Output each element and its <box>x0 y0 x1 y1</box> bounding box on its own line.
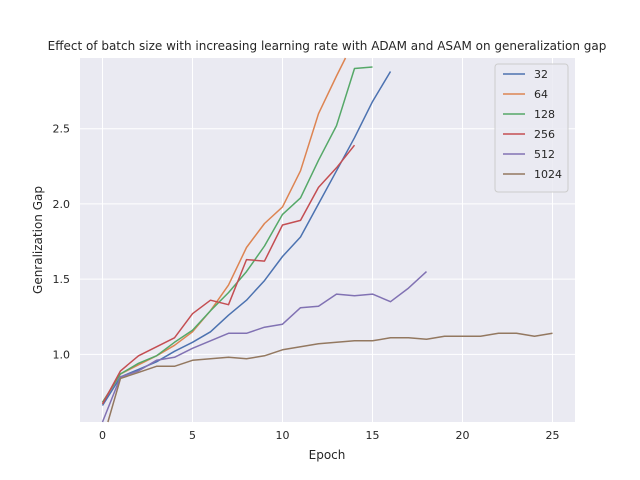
y-tick-label: 1.0 <box>53 348 71 361</box>
legend-label-256: 256 <box>534 128 555 141</box>
x-axis-label: Epoch <box>309 448 346 462</box>
legend-label-128: 128 <box>534 108 555 121</box>
y-axis-label: Genralization Gap <box>31 186 45 294</box>
legend: 32 64 128 256 512 1024 <box>494 63 569 193</box>
y-tick-label: 2.5 <box>53 123 71 136</box>
x-tick-label: 0 <box>99 429 106 442</box>
series-line-512 <box>101 271 428 423</box>
x-tick-label: 25 <box>546 429 560 442</box>
x-tick-label: 20 <box>456 429 470 442</box>
series-line-1024 <box>107 332 553 423</box>
series-lines <box>101 57 553 423</box>
y-tick-label: 1.5 <box>53 273 71 286</box>
plot-area <box>80 58 575 422</box>
series-line-256 <box>101 144 356 405</box>
legend-label-32: 32 <box>534 68 548 81</box>
tick-labels: 0 5 10 15 20 25 1.0 1.5 2.0 2.5 <box>53 123 560 442</box>
legend-label-512: 512 <box>534 148 555 161</box>
x-tick-label: 15 <box>366 429 380 442</box>
series-line-64 <box>101 57 347 403</box>
x-tick-label: 5 <box>189 429 196 442</box>
legend-label-64: 64 <box>534 88 548 101</box>
x-tick-label: 10 <box>276 429 290 442</box>
legend-label-1024: 1024 <box>534 168 562 181</box>
grid-lines <box>80 58 575 422</box>
legend-box <box>494 63 569 193</box>
y-tick-label: 2.0 <box>53 198 71 211</box>
chart-title: Effect of batch size with increasing lea… <box>48 39 607 53</box>
